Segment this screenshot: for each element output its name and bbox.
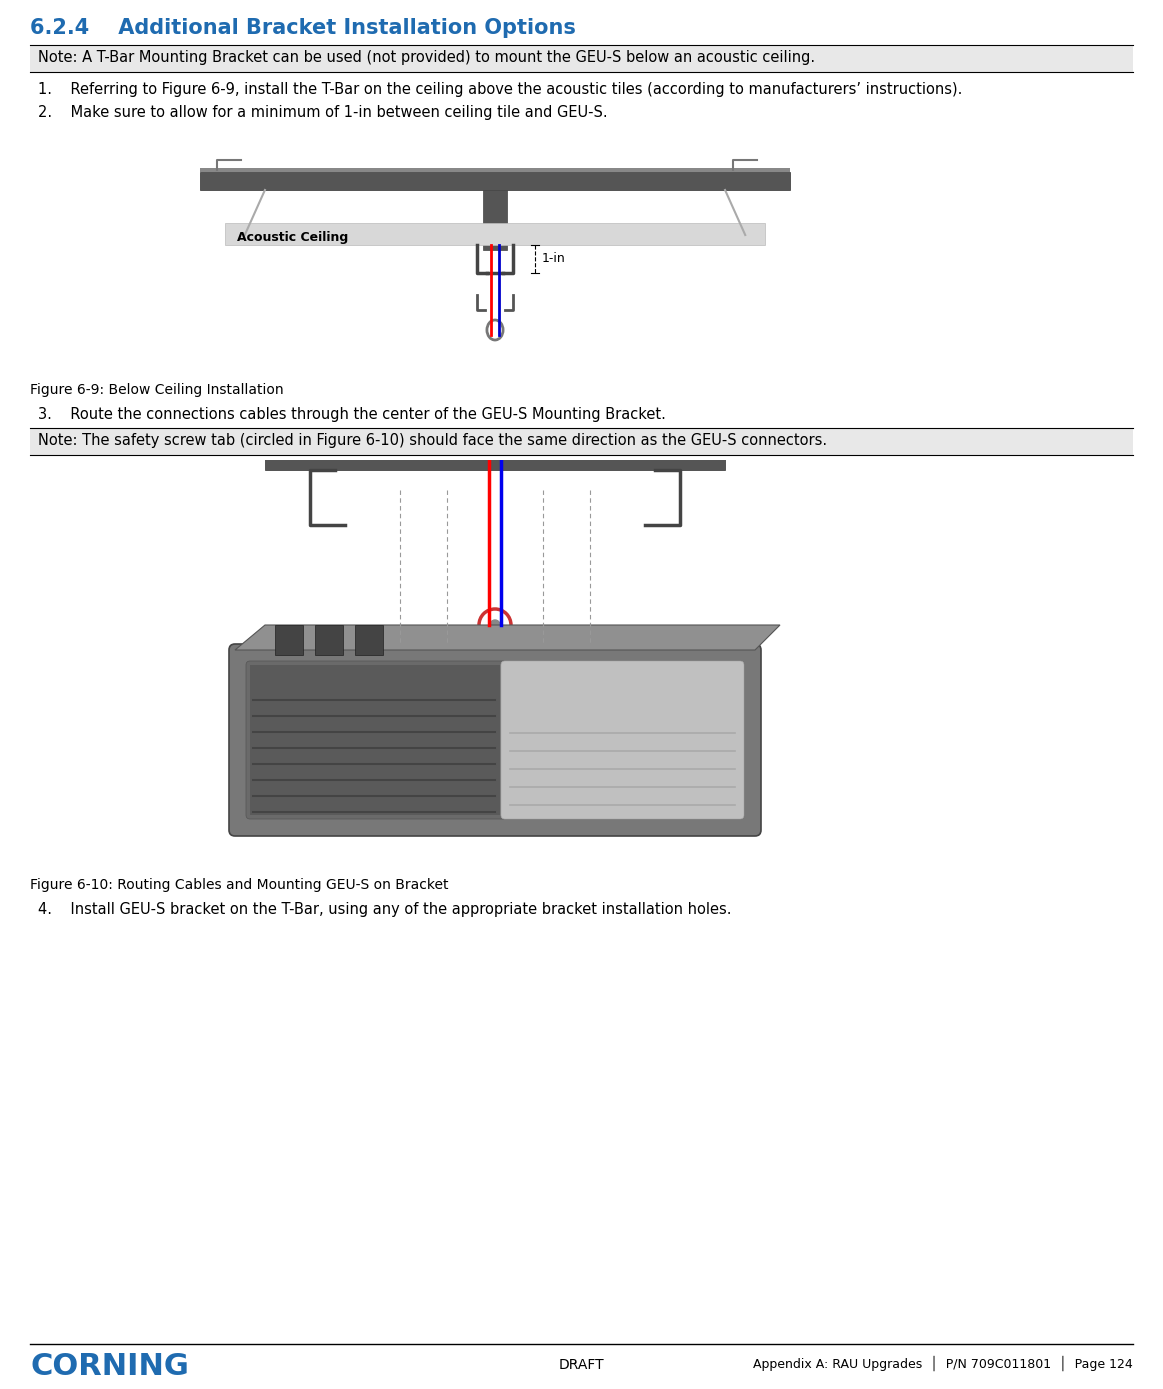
Bar [483,190,507,250]
Text: 1.    Referring to Figure 6-9, install the T-Bar on the ceiling above the acoust: 1. Referring to Figure 6-9, install the … [38,82,962,97]
Text: Note: A T-Bar Mounting Bracket can be used (not provided) to mount the GEU-S bel: Note: A T-Bar Mounting Bracket can be us… [38,50,815,65]
Bar [200,172,790,190]
Bar [274,625,304,656]
Text: DRAFT: DRAFT [558,1358,604,1372]
Text: Acoustic Ceiling: Acoustic Ceiling [237,232,348,244]
Bar [265,456,725,458]
FancyBboxPatch shape [229,644,761,836]
Text: 3.    Route the connections cables through the center of the GEU-S Mounting Brac: 3. Route the connections cables through … [38,407,666,422]
Text: 4.    Install GEU-S bracket on the T-Bar, using any of the appropriate bracket i: 4. Install GEU-S bracket on the T-Bar, u… [38,901,732,917]
FancyBboxPatch shape [501,661,744,820]
Text: 2.    Make sure to allow for a minimum of 1-in between ceiling tile and GEU-S.: 2. Make sure to allow for a minimum of 1… [38,106,607,119]
Bar [315,625,343,656]
Bar [250,665,500,815]
Circle shape [490,619,500,631]
Text: Appendix A: RAU Upgrades  │  P/N 709C011801  │  Page 124: Appendix A: RAU Upgrades │ P/N 709C01180… [754,1356,1133,1371]
Text: Figure 6-9: Below Ceiling Installation: Figure 6-9: Below Ceiling Installation [30,383,284,397]
Text: 6.2.4    Additional Bracket Installation Options: 6.2.4 Additional Bracket Installation Op… [30,18,576,38]
Text: Note: The safety screw tab (circled in Figure 6-10) should face the same directi: Note: The safety screw tab (circled in F… [38,433,827,449]
Bar [265,458,725,469]
Bar [224,224,765,244]
Polygon shape [235,625,780,650]
Text: Figure 6-10: Routing Cables and Mounting GEU-S on Bracket: Figure 6-10: Routing Cables and Mounting… [30,878,449,892]
FancyBboxPatch shape [247,661,744,820]
Bar [355,625,383,656]
Text: CORNING: CORNING [30,1351,188,1381]
Bar [200,168,790,172]
Text: 1-in: 1-in [542,253,565,265]
